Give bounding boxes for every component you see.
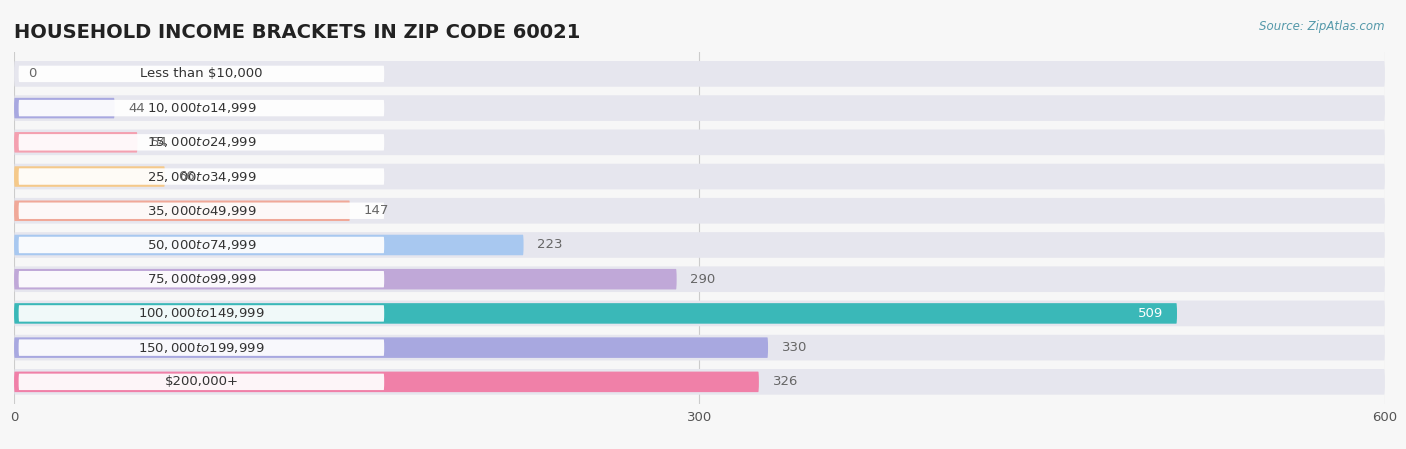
FancyBboxPatch shape (14, 266, 1385, 292)
Text: Less than $10,000: Less than $10,000 (141, 67, 263, 80)
Text: $50,000 to $74,999: $50,000 to $74,999 (146, 238, 256, 252)
Text: Source: ZipAtlas.com: Source: ZipAtlas.com (1260, 20, 1385, 33)
FancyBboxPatch shape (18, 374, 384, 390)
Text: $25,000 to $34,999: $25,000 to $34,999 (146, 170, 256, 184)
FancyBboxPatch shape (14, 369, 1385, 395)
FancyBboxPatch shape (14, 372, 759, 392)
FancyBboxPatch shape (14, 300, 1385, 326)
FancyBboxPatch shape (18, 271, 384, 287)
Text: HOUSEHOLD INCOME BRACKETS IN ZIP CODE 60021: HOUSEHOLD INCOME BRACKETS IN ZIP CODE 60… (14, 23, 581, 42)
FancyBboxPatch shape (14, 129, 1385, 155)
FancyBboxPatch shape (14, 201, 350, 221)
FancyBboxPatch shape (14, 95, 1385, 121)
FancyBboxPatch shape (14, 132, 138, 153)
Text: 54: 54 (152, 136, 169, 149)
FancyBboxPatch shape (14, 166, 165, 187)
FancyBboxPatch shape (18, 134, 384, 150)
Text: 66: 66 (179, 170, 195, 183)
FancyBboxPatch shape (14, 303, 1177, 324)
FancyBboxPatch shape (14, 198, 1385, 224)
Text: 147: 147 (364, 204, 389, 217)
Text: 326: 326 (773, 375, 799, 388)
FancyBboxPatch shape (14, 232, 1385, 258)
FancyBboxPatch shape (14, 61, 1385, 87)
FancyBboxPatch shape (14, 335, 1385, 361)
FancyBboxPatch shape (18, 100, 384, 116)
Text: 290: 290 (690, 273, 716, 286)
FancyBboxPatch shape (14, 98, 115, 119)
Text: $15,000 to $24,999: $15,000 to $24,999 (146, 135, 256, 150)
FancyBboxPatch shape (18, 339, 384, 356)
Text: 509: 509 (1137, 307, 1163, 320)
Text: $35,000 to $49,999: $35,000 to $49,999 (146, 204, 256, 218)
Text: $75,000 to $99,999: $75,000 to $99,999 (146, 272, 256, 286)
FancyBboxPatch shape (18, 305, 384, 321)
FancyBboxPatch shape (18, 168, 384, 185)
Text: 330: 330 (782, 341, 807, 354)
Text: 44: 44 (128, 101, 145, 114)
FancyBboxPatch shape (14, 164, 1385, 189)
FancyBboxPatch shape (14, 235, 523, 255)
Text: $100,000 to $149,999: $100,000 to $149,999 (138, 306, 264, 321)
FancyBboxPatch shape (14, 337, 768, 358)
FancyBboxPatch shape (14, 269, 676, 290)
FancyBboxPatch shape (18, 202, 384, 219)
Text: 223: 223 (537, 238, 562, 251)
FancyBboxPatch shape (18, 237, 384, 253)
Text: $150,000 to $199,999: $150,000 to $199,999 (138, 341, 264, 355)
Text: $10,000 to $14,999: $10,000 to $14,999 (146, 101, 256, 115)
Text: 0: 0 (28, 67, 37, 80)
Text: $200,000+: $200,000+ (165, 375, 239, 388)
FancyBboxPatch shape (18, 66, 384, 82)
